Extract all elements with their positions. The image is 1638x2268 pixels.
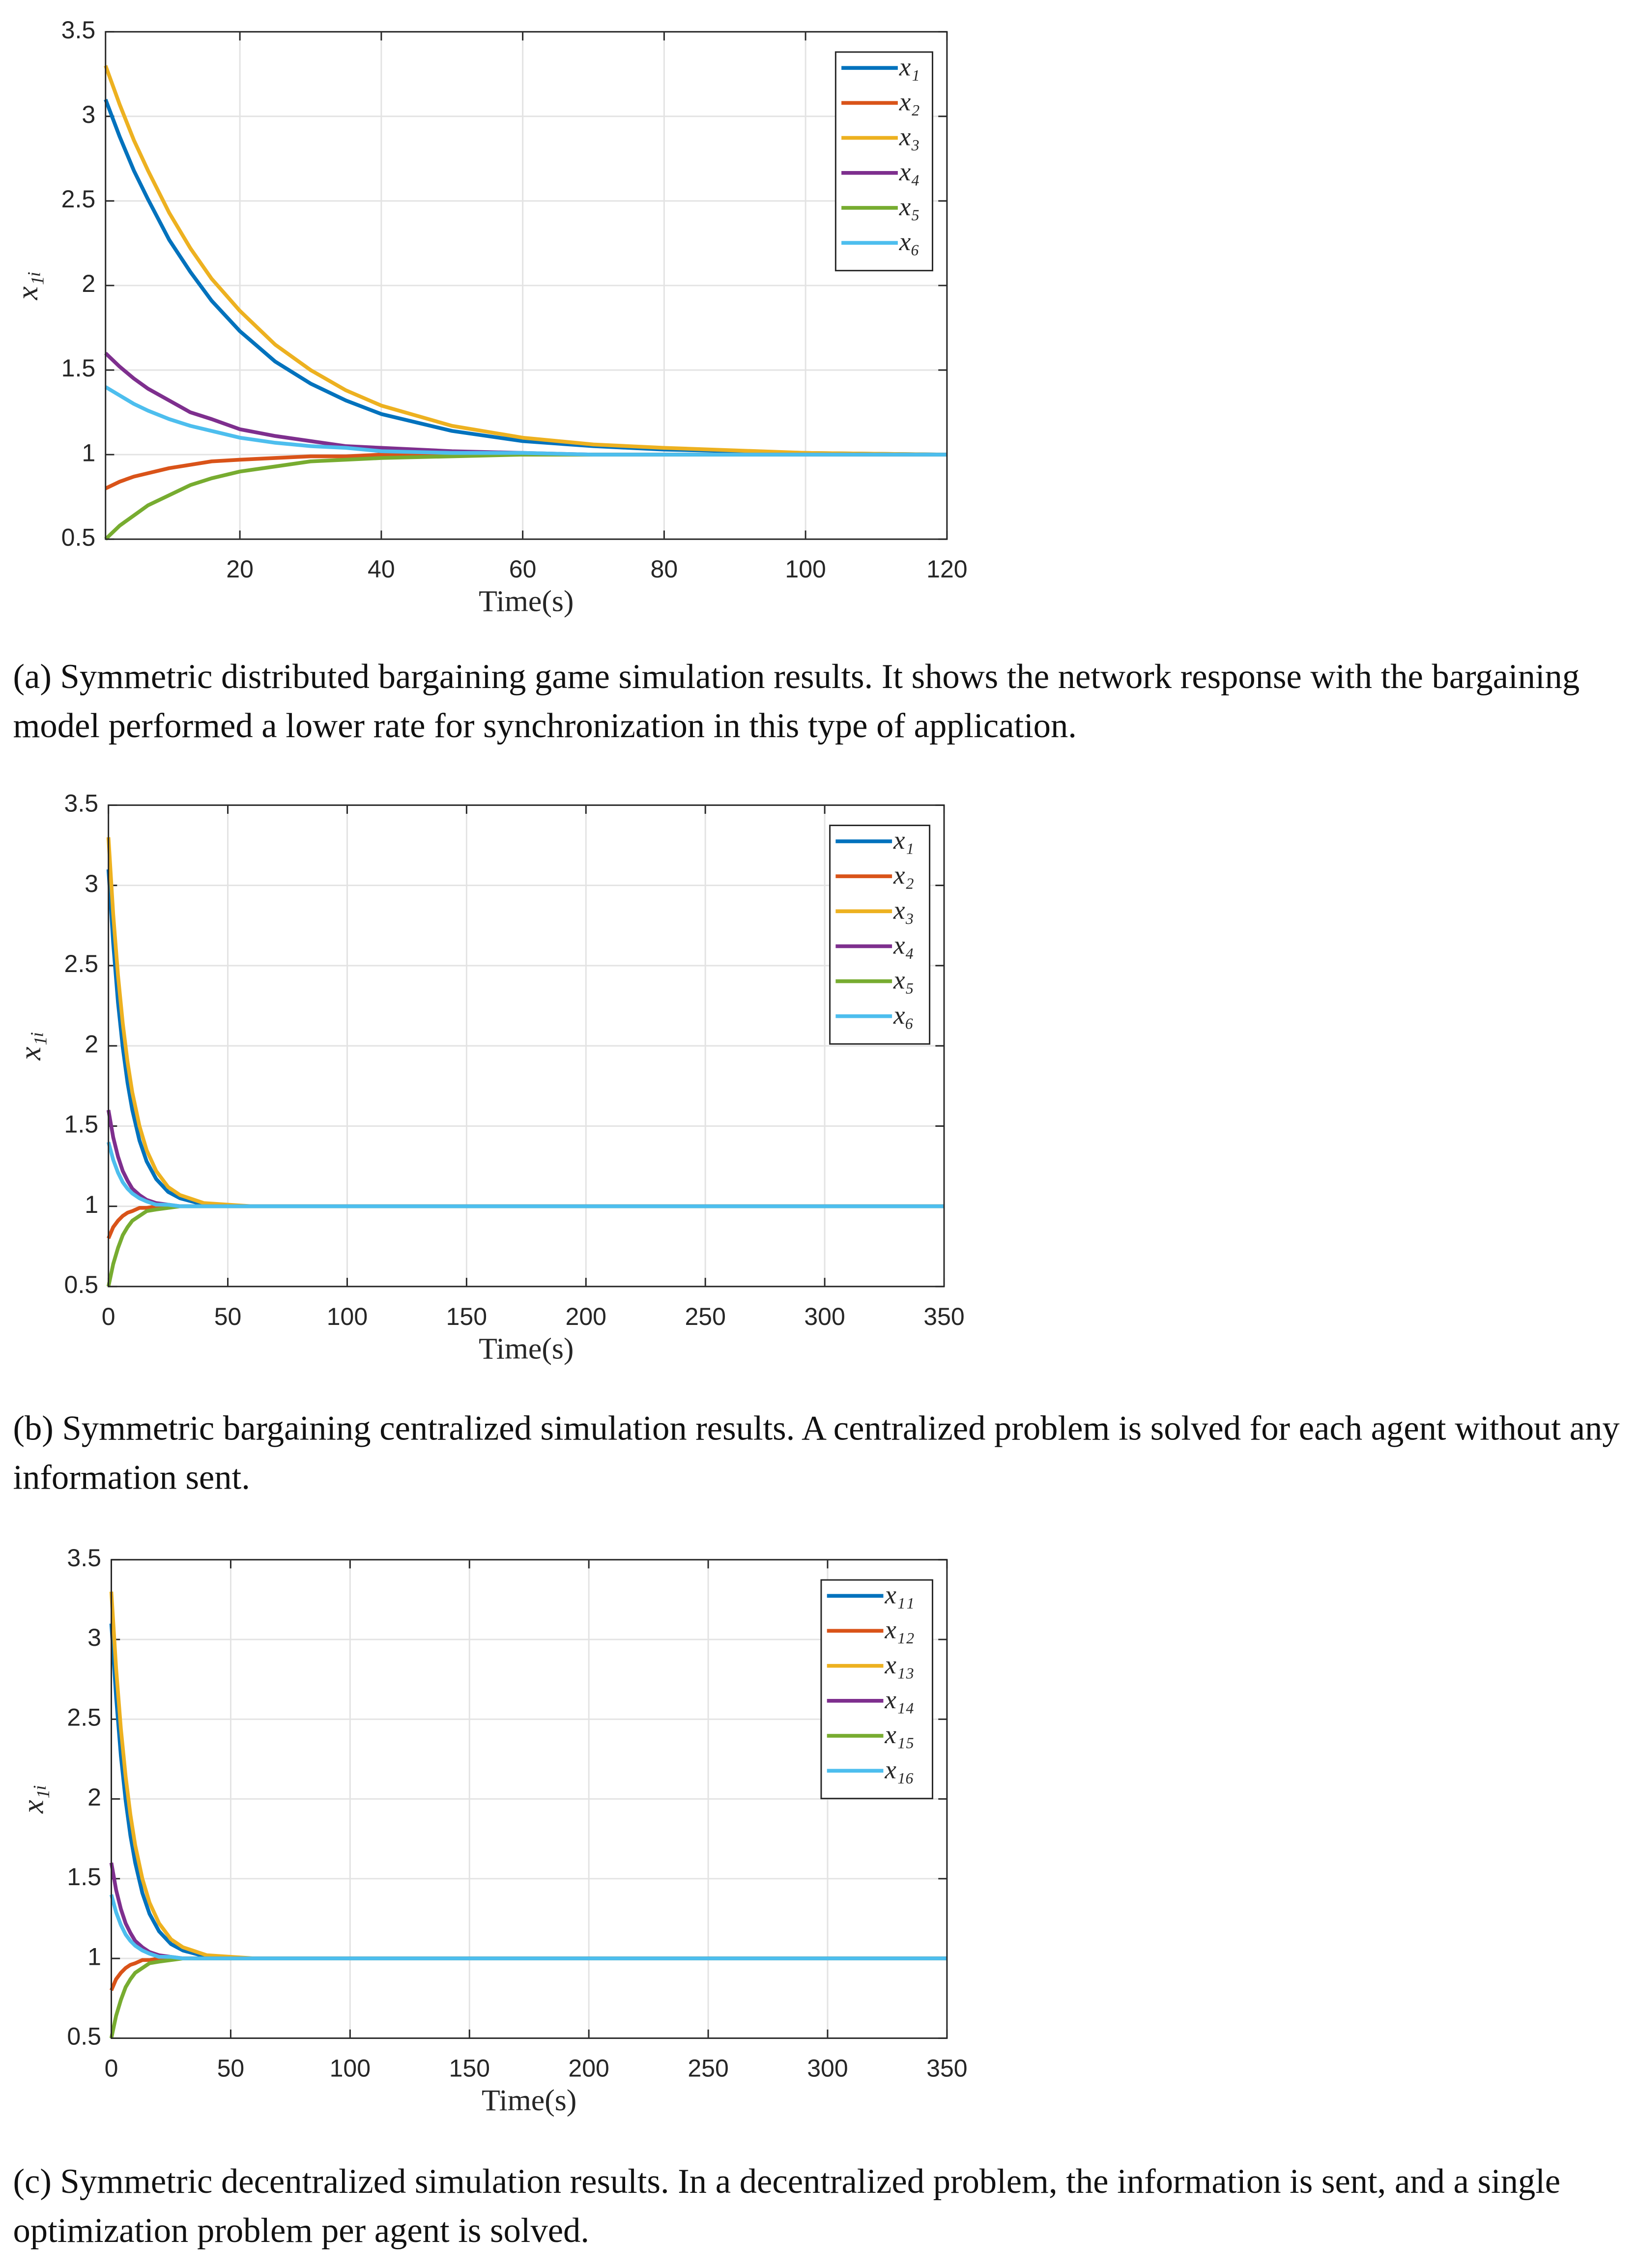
legend-label: x₂ [893,861,914,890]
y-tick-label: 2.5 [61,185,96,213]
x-tick-label: 60 [509,555,537,583]
x-tick-label: 200 [566,1303,606,1330]
legend-label: x₄ [899,158,920,186]
y-tick-label: 1 [85,1191,98,1218]
y-tick-label: 0.5 [64,1271,99,1298]
axes-box [108,804,945,1288]
x-axis-label: Time(s) [479,1332,574,1365]
y-tick-label: 2 [85,1030,98,1058]
x-tick-label: 250 [688,2054,728,2082]
y-tick-label: 1.5 [67,1863,101,1891]
caption: (a) Symmetric distributed bargaining gam… [13,659,1580,746]
y-tick-label: 1.5 [61,354,96,382]
x-tick-label: 100 [785,555,826,583]
legend-label: x₆ [899,228,920,256]
legend-label: x₁₁ [884,1580,914,1609]
y-tick-label: 3 [87,1624,101,1651]
x-tick-label: 0 [105,2054,118,2082]
y-tick-label: 3 [85,870,98,897]
x-tick-label: 300 [807,2054,848,2082]
legend-box [834,51,933,272]
x-axis-label: Time(s) [482,2084,576,2117]
legend-label: x₄ [893,931,914,960]
caption: (b) Symmetric bargaining centralized sim… [13,1410,1620,1498]
x-tick-label: 150 [446,1303,487,1330]
y-tick-label: 0.5 [67,2023,101,2050]
axes-box [105,31,948,540]
x-tick-label: 40 [368,555,395,583]
x-tick-label: 350 [923,1303,964,1330]
y-tick-label: 3.5 [67,1544,101,1572]
y-axis-label: x₁ᵢ [11,271,44,301]
x-tick-label: 120 [926,555,967,583]
x-tick-label: 20 [226,555,254,583]
data-line [109,1894,947,1960]
caption: (c) Symmetric decentralized simulation r… [13,2164,1561,2251]
axes-box [111,1559,948,2039]
legend-label: x₅ [893,966,914,995]
y-tick-label: 1 [87,1943,101,1970]
y-tick-label: 2.5 [67,1704,101,1731]
x-tick-label: 300 [804,1303,845,1330]
x-tick-label: 250 [685,1303,725,1330]
x-tick-label: 80 [651,555,678,583]
legend-box [829,825,931,1045]
y-axis-label: x₁ᵢ [14,1032,47,1061]
legend-label: x₆ [893,1001,914,1030]
legend-label: x₁₄ [884,1686,914,1714]
y-tick-label: 3.5 [64,790,99,817]
data-line [106,1142,944,1208]
x-tick-label: 0 [102,1303,115,1330]
data-line [104,385,947,457]
x-tick-label: 50 [217,2054,245,2082]
data-line [104,65,947,457]
y-tick-label: 1 [82,439,95,466]
legend-label: x₁₂ [884,1616,914,1644]
legend-label: x₁₃ [884,1651,914,1679]
x-tick-label: 100 [330,2054,371,2082]
x-tick-label: 200 [568,2054,609,2082]
x-axis-label: Time(s) [479,585,574,618]
x-tick-label: 350 [926,2054,967,2082]
y-axis-label: x₁ᵢ [17,1784,50,1814]
y-tick-label: 2.5 [64,950,99,977]
x-tick-label: 100 [327,1303,368,1330]
legend-label: x₃ [893,896,914,924]
y-tick-label: 2 [82,270,95,297]
legend-label: x₁₅ [884,1721,914,1749]
legend-label: x₁ [893,826,914,855]
y-tick-label: 3 [82,101,95,128]
legend-label: x₅ [899,193,920,221]
y-tick-label: 2 [87,1783,101,1811]
legend-label: x₂ [899,88,920,116]
y-tick-label: 3.5 [61,16,96,44]
y-tick-label: 0.5 [61,523,96,551]
legend-label: x₁₆ [884,1755,914,1784]
legend-label: x₁ [899,53,920,81]
y-tick-label: 1.5 [64,1111,99,1138]
x-tick-label: 50 [214,1303,242,1330]
x-tick-label: 150 [449,2054,490,2082]
legend-label: x₃ [899,123,920,151]
legend-box [820,1579,933,1800]
